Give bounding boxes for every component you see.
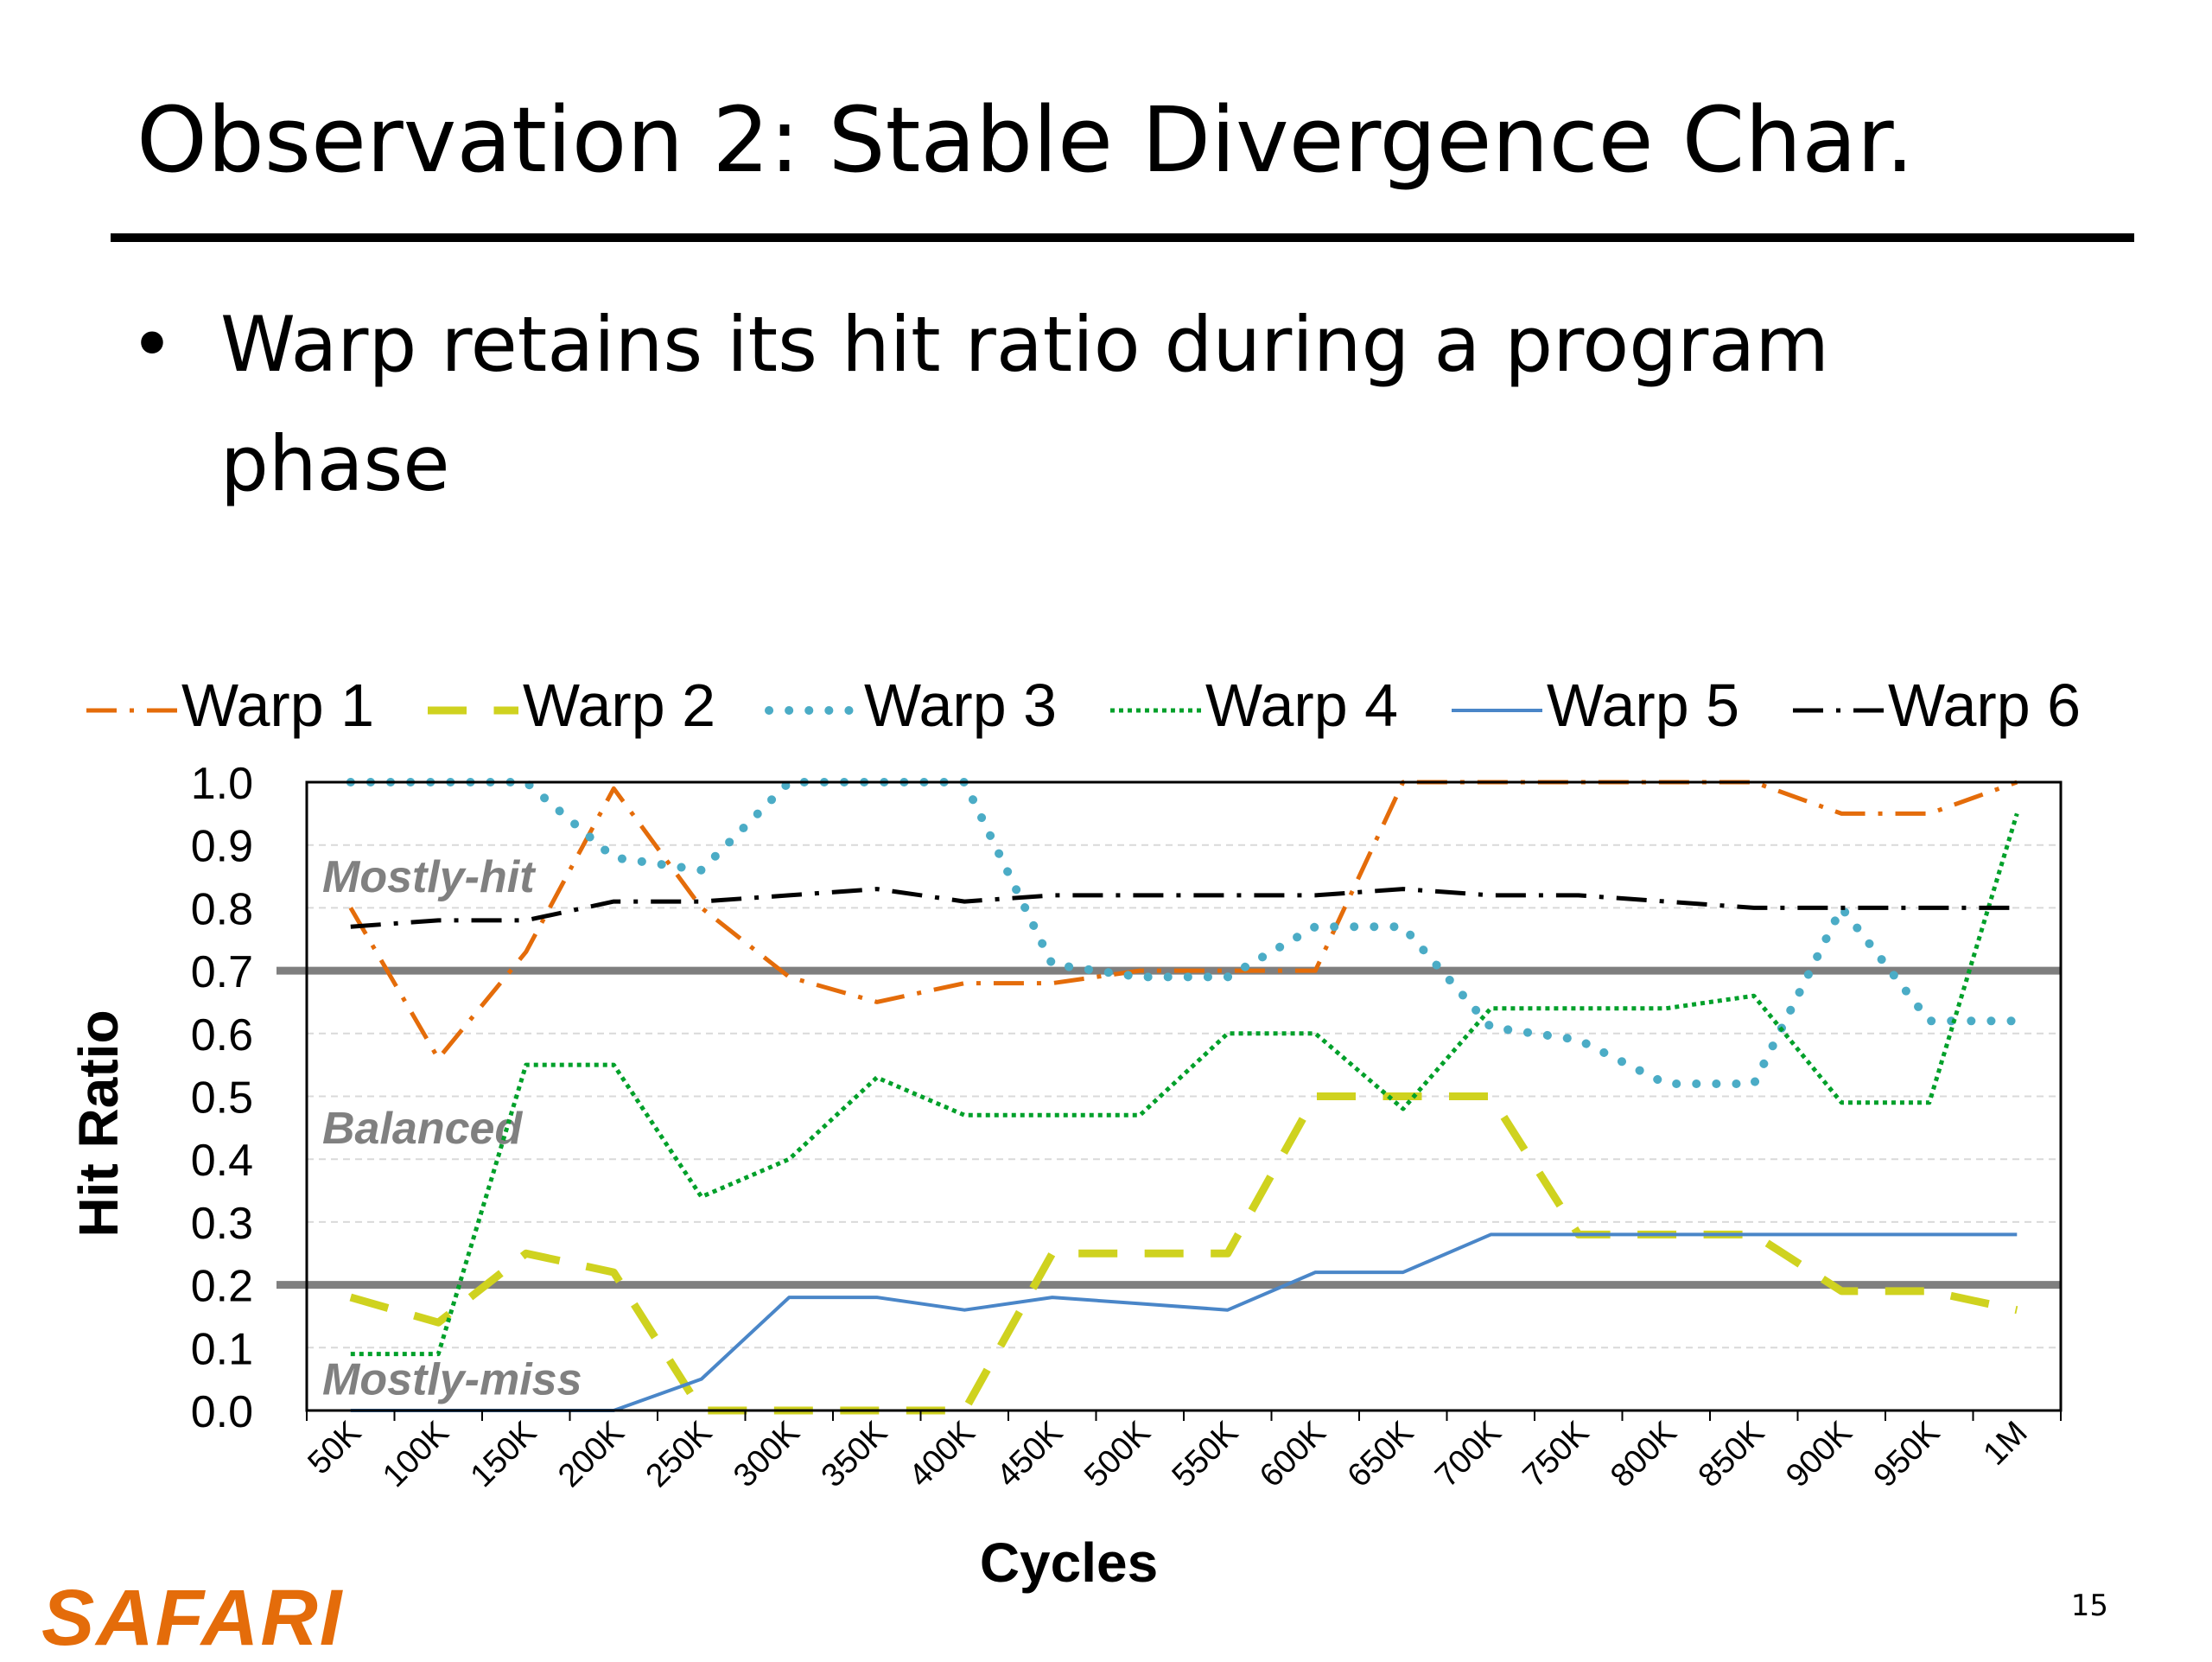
region-labels: Mostly-hit Balanced Mostly-miss (322, 852, 582, 1405)
y-tick-label: 0.4 (191, 1136, 253, 1186)
y-tick-label: 0.7 (191, 947, 253, 997)
x-tick-label: 100K (376, 1415, 455, 1494)
bullet-text: Warp retains its hit ratio during a prog… (220, 300, 1829, 508)
x-tick-label: 300K (727, 1415, 806, 1494)
x-tick-label: 550K (1166, 1415, 1245, 1494)
region-label: Mostly-hit (322, 852, 537, 902)
y-tick-label: 0.8 (191, 884, 253, 934)
x-tick-label: 250K (639, 1415, 719, 1494)
y-tick-label: 0.6 (191, 1010, 253, 1060)
slide-title: Observation 2: Stable Divergence Char. (137, 87, 1915, 193)
x-tick-labels: 50K 100K 150K 200K 250K 300K 350K 400K 450K 500K 5… (302, 1415, 2035, 1494)
legend-item: Warp 4 (1110, 672, 1398, 739)
legend-item: Warp 2 (428, 672, 715, 739)
bullet-item: • Warp retains its hit ratio during a pr… (130, 285, 1987, 524)
x-tick-label: 150K (464, 1415, 543, 1494)
legend-label: Warp 4 (1205, 672, 1398, 739)
y-tick-label: 0.0 (191, 1387, 253, 1437)
series-line-warp-2 (349, 1092, 2018, 1415)
y-tick-label: 0.1 (191, 1324, 253, 1374)
x-tick-label: 850K (1692, 1415, 1771, 1494)
x-tick-label: 600K (1253, 1415, 1332, 1494)
series-line-warp-5 (350, 1232, 2018, 1412)
y-tick-label: 0.3 (191, 1199, 253, 1249)
legend-item: Warp 1 (86, 672, 374, 739)
chart-axes (305, 780, 2063, 1421)
x-tick-label: 400K (902, 1415, 982, 1494)
x-tick-label: 350K (815, 1415, 894, 1494)
safari-logo: SAFARI (41, 1574, 344, 1662)
legend-label: Warp 2 (523, 672, 715, 739)
y-axis-title: Hit Ratio (67, 1009, 130, 1237)
x-tick-label: 750K (1516, 1415, 1596, 1494)
x-axis-title: Cycles (980, 1531, 1158, 1594)
region-label: Mostly-miss (322, 1355, 582, 1405)
y-tick-label: 0.9 (191, 822, 253, 872)
x-tick-label: 700K (1428, 1415, 1508, 1494)
x-tick-label: 1M (1977, 1415, 2035, 1473)
series-line-warp-3 (346, 778, 2022, 1088)
region-label: Balanced (322, 1104, 523, 1154)
y-tick-label: 1.0 (191, 759, 253, 809)
legend-item: Warp 5 (1452, 672, 1739, 739)
y-tick-label: 0.5 (191, 1073, 253, 1124)
legend-label: Warp 5 (1547, 672, 1739, 739)
series-line-warp-6 (350, 887, 2018, 929)
page-number: 15 (2070, 1589, 2108, 1623)
x-tick-label: 500K (1077, 1415, 1157, 1494)
hit-ratio-line-chart: Warp 1 Warp 2 Warp 3 Warp 4 Warp 5 Warp 6 Mos… (67, 672, 2081, 1594)
legend-item: Warp 6 (1793, 672, 2081, 739)
x-tick-label: 50K (302, 1415, 369, 1482)
legend-label: Warp 6 (1888, 672, 2081, 739)
chart-legend: Warp 1 Warp 2 Warp 3 Warp 4 Warp 5 Warp 6 (86, 672, 2081, 739)
x-tick-label: 900K (1779, 1415, 1859, 1494)
y-tick-labels: 0.0 0.1 0.2 0.3 0.4 0.5 0.6 0.7 0.8 0.9 1.0 (191, 759, 253, 1437)
series-line-warp-4 (350, 812, 2019, 1357)
threshold-lines (276, 966, 2061, 1289)
x-tick-label: 200K (551, 1415, 631, 1494)
bullet-list: • Warp retains its hit ratio during a pr… (130, 285, 1987, 524)
bullet-marker: • (130, 300, 175, 389)
legend-label: Warp 1 (181, 672, 374, 739)
legend-label: Warp 3 (864, 672, 1057, 739)
series-line-warp-1 (348, 780, 2018, 1061)
legend-item: Warp 3 (765, 672, 1057, 739)
x-tick-label: 950K (1867, 1415, 1947, 1494)
title-divider (111, 233, 2134, 242)
x-tick-label: 450K (990, 1415, 1070, 1494)
chart-gridlines (307, 844, 2061, 1349)
x-tick-label: 650K (1341, 1415, 1421, 1494)
x-tick-label: 800K (1604, 1415, 1683, 1494)
y-tick-label: 0.2 (191, 1262, 253, 1312)
